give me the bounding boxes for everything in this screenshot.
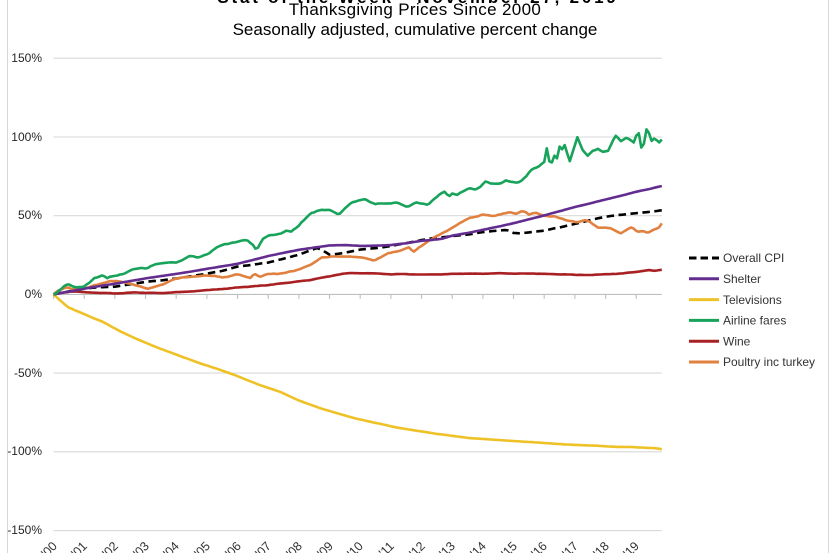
svg-text:Televisions: Televisions bbox=[723, 293, 782, 307]
svg-text:Wine: Wine bbox=[723, 334, 751, 348]
svg-text:Overall CPI: Overall CPI bbox=[723, 251, 784, 265]
svg-text:Airline fares: Airline fares bbox=[723, 314, 786, 328]
svg-text:Poultry inc turkey: Poultry inc turkey bbox=[723, 355, 815, 369]
svg-text:Shelter: Shelter bbox=[723, 272, 761, 286]
